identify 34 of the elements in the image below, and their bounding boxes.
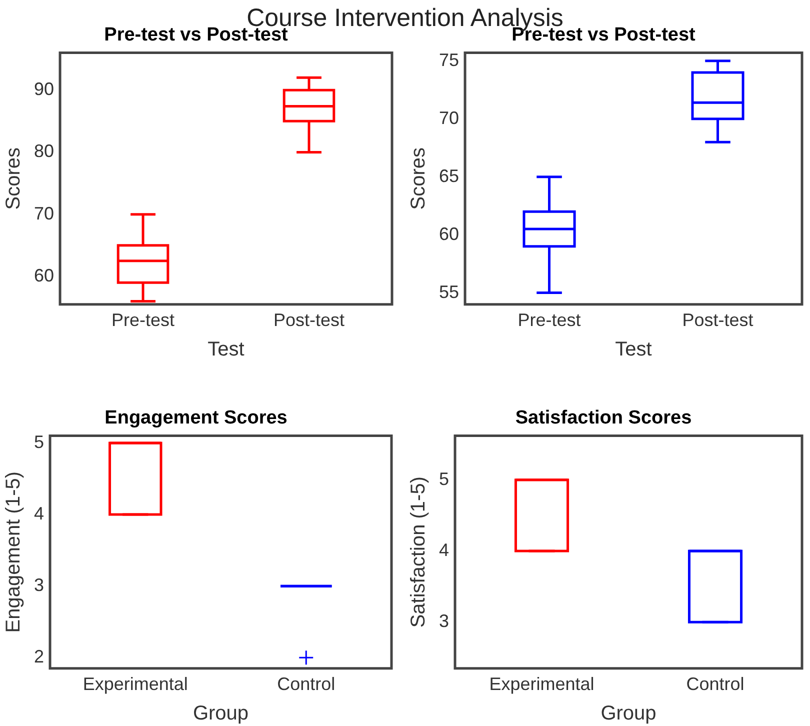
- y-tick-label: 90: [34, 79, 54, 100]
- x-axis-title: Group: [600, 702, 656, 725]
- y-tick-label: 3: [438, 611, 450, 632]
- x-tick-label: Control: [686, 674, 744, 694]
- y-axis-title: Scores: [2, 147, 25, 210]
- y-tick-label: 80: [34, 141, 54, 162]
- y-axis-title: Scores: [408, 147, 430, 210]
- y-tick-label: 65: [438, 166, 460, 186]
- y-tick-label: 60: [438, 224, 460, 244]
- y-tick-label: 4: [438, 540, 450, 560]
- chart-title: Satisfaction Scores: [515, 408, 692, 429]
- x-tick-label: Experimental: [489, 674, 594, 694]
- x-axis-title: Test: [208, 338, 245, 361]
- x-tick-label: Pre-test: [518, 310, 581, 330]
- y-tick-label: 70: [438, 108, 460, 128]
- x-axis-title: Test: [615, 338, 652, 361]
- x-tick-label: Experimental: [82, 674, 188, 694]
- y-tick-label: 60: [34, 265, 54, 286]
- y-tick-label: 55: [438, 282, 460, 302]
- x-tick-label: Post-test: [273, 310, 345, 330]
- chart-title: Engagement Scores: [104, 408, 288, 429]
- y-axis-title: Engagement (1-5): [2, 472, 25, 633]
- y-tick-label: 2: [34, 646, 44, 667]
- y-tick-label: 70: [34, 203, 54, 224]
- x-tick-label: Pre-test: [112, 310, 175, 330]
- x-tick-label: Control: [277, 674, 336, 694]
- y-tick-label: 4: [34, 503, 44, 524]
- y-tick-label: 5: [34, 432, 44, 452]
- y-tick-label: 3: [34, 575, 44, 596]
- y-tick-label: 75: [438, 50, 460, 70]
- x-tick-label: Post-test: [682, 310, 754, 330]
- y-axis-title: Satisfaction (1-5): [408, 476, 430, 628]
- x-axis-title: Group: [192, 702, 249, 725]
- y-tick-label: 5: [438, 468, 450, 489]
